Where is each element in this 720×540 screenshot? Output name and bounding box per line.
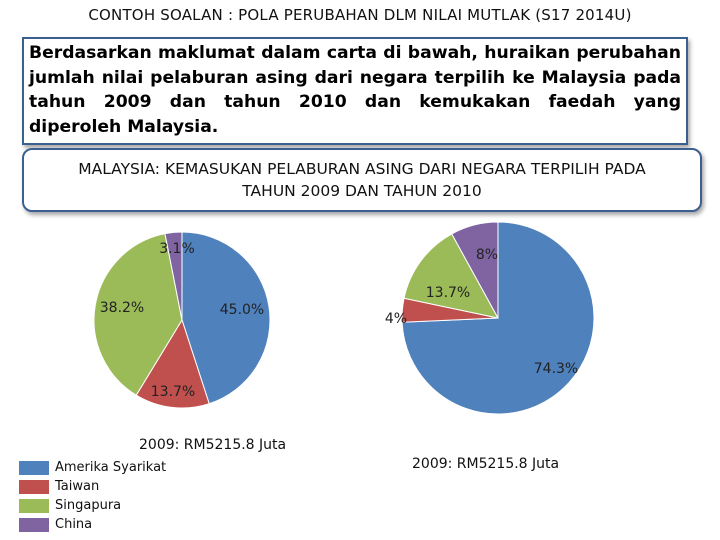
pie-slice-singapura <box>403 233 499 319</box>
legend-label-china: China <box>55 517 93 532</box>
pie-chart-2009-left: 45.0% 13.7% 38.2% 3.1% <box>93 231 271 409</box>
pie-slice-taiwan <box>135 318 210 409</box>
slice-label-amerika-syarikat: 45.0% <box>220 302 264 318</box>
question-box: Berdasarkan maklumat dalam carta di bawa… <box>22 37 688 145</box>
chart-title: MALAYSIA: KEMASUKAN PELABURAN ASING DARI… <box>78 160 646 200</box>
legend-item-amerika-syarikat: Amerika Syarikat <box>19 458 166 477</box>
slice-label-taiwan: 13.7% <box>151 384 195 400</box>
legend-item-china: China <box>19 515 166 534</box>
chart-title-box: MALAYSIA: KEMASUKAN PELABURAN ASING DARI… <box>22 148 702 212</box>
legend-swatch-china <box>19 517 49 532</box>
pie-chart-2009-right: 74.3% 4% 13.7% 8% <box>385 221 595 415</box>
legend-swatch-taiwan <box>19 479 49 494</box>
pie-slice-amerika-syarikat <box>181 231 271 405</box>
slice-label-singapura: 38.2% <box>100 300 144 316</box>
pie-caption-right: 2009: RM5215.8 Juta <box>412 456 560 472</box>
pie-caption-left: 2009: RM5215.8 Juta <box>139 437 287 453</box>
legend-item-taiwan: Taiwan <box>19 477 166 496</box>
slice-label-china: 8% <box>476 247 498 263</box>
legend-swatch-singapura <box>19 498 49 513</box>
chart-legend: Amerika Syarikat Taiwan Singapura China <box>19 458 166 534</box>
legend-label-amerika-syarikat: Amerika Syarikat <box>55 460 167 475</box>
slice-label-singapura: 13.7% <box>426 285 470 301</box>
slice-label-taiwan: 4% <box>385 311 407 327</box>
legend-label-taiwan: Taiwan <box>55 479 100 494</box>
question-text: Berdasarkan maklumat dalam carta di bawa… <box>29 43 681 137</box>
slice-label-amerika-syarikat: 74.3% <box>534 361 578 377</box>
pie-slice-china <box>451 221 499 319</box>
pie-slice-china <box>164 231 183 321</box>
legend-label-singapura: Singapura <box>55 498 122 513</box>
page-header-title: CONTOH SOALAN : POLA PERUBAHAN DLM NILAI… <box>88 6 632 24</box>
pie-slice-singapura <box>93 233 183 396</box>
legend-item-singapura: Singapura <box>19 496 166 515</box>
legend-swatch-amerika-syarikat <box>19 460 49 475</box>
slice-label-china: 3.1% <box>159 241 195 257</box>
